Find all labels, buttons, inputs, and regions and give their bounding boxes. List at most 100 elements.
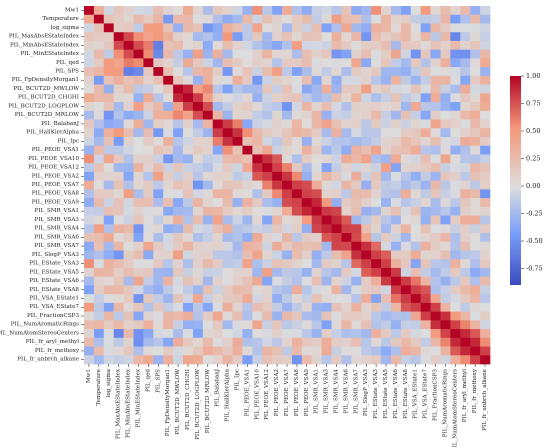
heatmap-cell-24-11: [192, 215, 204, 225]
heatmap-cell-32-26: [341, 285, 352, 295]
heatmap-cell-40-5: [133, 355, 144, 365]
heatmap-cell-5-34: [420, 49, 431, 59]
heatmap-cell-34-31: [390, 302, 402, 312]
heatmap-cell-26-34: [420, 233, 431, 243]
heatmap-cell-34-8: [163, 302, 174, 312]
heatmap-cell-5-18: [262, 49, 273, 59]
heatmap-cell-39-30: [381, 346, 392, 356]
heatmap-cell-9-9: [173, 84, 184, 94]
heatmap-cell-39-24: [321, 346, 332, 356]
heatmap-cell-0-40: [480, 6, 491, 16]
heatmap-cell-11-38: [460, 102, 471, 112]
heatmap-cell-36-3: [113, 320, 124, 330]
heatmap-cell-35-27: [351, 311, 362, 321]
heatmap-cell-18-37: [450, 163, 461, 173]
heatmap-cell-36-17: [252, 320, 263, 330]
row-label-31: PIL_EState_VSA6: [29, 278, 79, 284]
column-label-19: PIL_PEOE_VSA2: [274, 369, 280, 417]
heatmap-cell-4-31: [390, 40, 402, 51]
heatmap-cell-16-27: [351, 145, 362, 155]
heatmap-cell-24-4: [123, 215, 134, 225]
heatmap-cell-18-0: [84, 163, 95, 173]
heatmap-cell-35-0: [84, 311, 95, 321]
heatmap-cell-4-35: [430, 40, 441, 51]
heatmap-cell-13-7: [153, 119, 164, 129]
heatmap-cell-1-38: [460, 14, 471, 24]
heatmap-cell-7-38: [460, 67, 471, 77]
heatmap-cell-2-40: [480, 23, 491, 33]
heatmap-cell-35-38: [460, 311, 471, 321]
heatmap-cell-22-37: [450, 198, 461, 208]
heatmap-cell-5-9: [173, 49, 184, 59]
heatmap-cell-5-17: [252, 49, 263, 59]
heatmap-cell-33-1: [93, 294, 105, 304]
heatmap-cell-26-14: [222, 233, 233, 243]
heatmap-cell-34-24: [321, 302, 332, 312]
heatmap-cell-7-10: [183, 67, 194, 77]
heatmap-cell-7-34: [420, 67, 431, 77]
heatmap-cell-20-9: [173, 180, 184, 190]
heatmap-cell-24-5: [133, 215, 144, 225]
heatmap-cell-8-27: [351, 75, 362, 85]
heatmap-cell-14-13: [212, 128, 223, 138]
heatmap-cell-34-2: [103, 302, 115, 312]
heatmap-cell-31-30: [381, 276, 392, 286]
heatmap-cell-12-17: [252, 110, 263, 120]
heatmap-cell-28-8: [163, 250, 174, 260]
heatmap-cell-1-4: [123, 14, 134, 24]
heatmap-cell-27-15: [232, 241, 243, 251]
heatmap-cell-23-24: [321, 206, 332, 216]
heatmap-cell-6-23: [311, 58, 323, 68]
heatmap-cell-33-13: [212, 294, 223, 304]
heatmap-cell-39-26: [341, 346, 352, 356]
heatmap-cell-7-25: [331, 67, 342, 77]
heatmap-cell-35-5: [133, 311, 144, 321]
heatmap-cell-1-22: [301, 14, 313, 24]
heatmap-cell-31-13: [212, 276, 223, 286]
heatmap-cell-31-39: [470, 276, 481, 286]
heatmap-cell-20-34: [420, 180, 431, 190]
heatmap-cell-13-18: [262, 119, 273, 129]
heatmap-cell-12-3: [113, 110, 124, 120]
heatmap-cell-35-22: [301, 311, 313, 321]
heatmap-cell-16-23: [311, 145, 323, 155]
heatmap-cell-9-18: [262, 84, 273, 94]
heatmap-cell-10-23: [311, 93, 323, 103]
heatmap-cell-31-3: [113, 276, 124, 286]
heatmap-cell-19-38: [460, 171, 471, 181]
heatmap-cell-29-20: [282, 259, 293, 269]
heatmap-cell-34-12: [202, 302, 214, 312]
heatmap-cell-12-26: [341, 110, 352, 120]
heatmap-cell-28-14: [222, 250, 233, 260]
heatmap-cell-12-9: [173, 110, 184, 120]
heatmap-cell-7-12: [202, 67, 214, 77]
heatmap-cell-16-11: [192, 145, 204, 155]
heatmap-cell-15-28: [361, 136, 372, 147]
heatmap-cell-36-8: [163, 320, 174, 330]
heatmap-cell-14-5: [133, 128, 144, 138]
heatmap-cell-17-35: [430, 154, 441, 164]
heatmap-cell-8-8: [163, 75, 174, 85]
heatmap-cell-12-16: [242, 110, 253, 120]
heatmap-cell-15-17: [252, 136, 263, 147]
heatmap-cell-29-9: [173, 259, 184, 269]
heatmap-cell-27-39: [470, 241, 481, 251]
heatmap-cell-4-26: [341, 40, 352, 51]
heatmap-cell-18-31: [390, 163, 402, 173]
heatmap-cell-7-5: [133, 67, 144, 77]
heatmap-cell-38-38: [460, 337, 471, 347]
heatmap-cell-11-19: [272, 102, 283, 112]
heatmap-cell-4-9: [173, 40, 184, 51]
heatmap-cell-3-29: [371, 32, 382, 42]
heatmap-cell-34-3: [113, 302, 124, 312]
heatmap-cell-39-17: [252, 346, 263, 356]
heatmap-cell-29-18: [262, 259, 273, 269]
heatmap-cell-25-32: [400, 224, 412, 234]
heatmap-cell-16-22: [301, 145, 313, 155]
heatmap-cell-6-7: [153, 58, 164, 68]
heatmap-cell-31-4: [123, 276, 134, 286]
heatmap-cell-11-31: [390, 102, 402, 112]
heatmap-cell-16-24: [321, 145, 332, 155]
heatmap-cell-29-35: [430, 259, 441, 269]
row-label-11: PIL_BCUT2D_LOGPLOW: [8, 103, 79, 109]
